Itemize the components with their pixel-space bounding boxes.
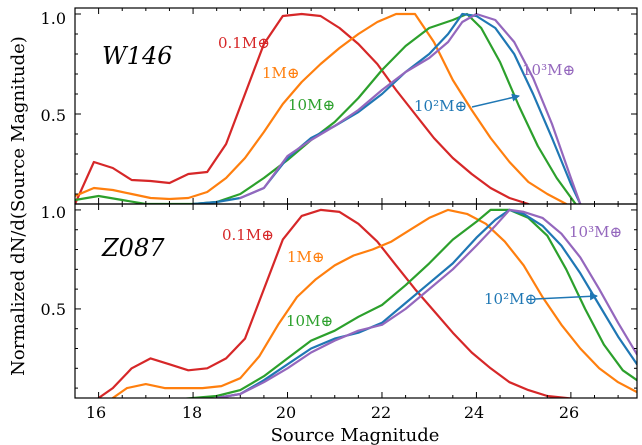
top-series-labels: 0.1M⊕ 1M⊕ 10M⊕ 10²M⊕ 10³M⊕ <box>218 34 575 115</box>
series-line-2 <box>180 208 637 398</box>
series-lines <box>97 208 637 398</box>
series-label-1: 1M⊕ <box>262 64 299 82</box>
series-line-1 <box>111 208 637 398</box>
x-ticklabel: 20 <box>276 403 296 422</box>
x-ticklabel: 22 <box>371 403 391 422</box>
x-axis-label: Source Magnitude <box>271 425 440 445</box>
bottom-series-labels: 0.1M⊕ 1M⊕ 10M⊕ 10²M⊕ 10³M⊕ <box>222 223 622 330</box>
series-label-0.1: 0.1M⊕ <box>218 34 270 52</box>
series-line-2 <box>75 12 577 204</box>
panel-z087 <box>74 203 638 399</box>
x-ticklabel: 18 <box>182 403 202 422</box>
panel-label-z087: Z087 <box>101 234 165 262</box>
y-ticklabel: 0.5 <box>41 106 66 125</box>
plot-frame <box>74 203 638 399</box>
series-line-4 <box>239 12 582 204</box>
series-label-100: 10²M⊕ <box>484 290 537 308</box>
plot-frame <box>74 7 638 205</box>
top-panel-y-ticklabels: 1.0 0.5 <box>41 9 66 125</box>
series-line-1 <box>75 12 568 204</box>
x-ticklabels: 16 18 20 22 24 26 <box>86 403 579 422</box>
series-label-0.1: 0.1M⊕ <box>222 226 274 244</box>
x-ticklabel: 16 <box>86 403 106 422</box>
series-label-1000: 10³M⊕ <box>522 61 575 79</box>
y-ticklabel: 0.5 <box>41 300 66 319</box>
annotation-arrow-bottom <box>534 292 598 301</box>
panel-label-w146: W146 <box>102 42 172 70</box>
series-label-10: 10M⊕ <box>286 312 333 330</box>
series-label-1000: 10³M⊕ <box>569 223 622 241</box>
series-label-100: 10²M⊕ <box>414 97 467 115</box>
series-lines <box>75 12 582 204</box>
y-axis-label: Normalized dN/d(Source Magnitude) <box>8 36 29 376</box>
series-line-0 <box>97 208 577 398</box>
bottom-panel-y-ticklabels: 1.0 0.5 <box>41 203 66 319</box>
series-label-1: 1M⊕ <box>287 248 324 266</box>
series-line-3 <box>215 208 637 398</box>
ticks <box>74 204 637 398</box>
x-ticklabel: 26 <box>559 403 579 422</box>
ticks <box>74 8 637 204</box>
y-ticklabel: 1.0 <box>41 203 66 222</box>
annotation-arrow-top <box>471 93 520 108</box>
series-line-0 <box>75 12 530 204</box>
x-ticklabel: 24 <box>464 403 484 422</box>
y-ticklabel: 1.0 <box>41 9 66 28</box>
panel-w146 <box>74 7 638 205</box>
series-line-4 <box>215 208 637 398</box>
series-label-10: 10M⊕ <box>288 96 335 114</box>
